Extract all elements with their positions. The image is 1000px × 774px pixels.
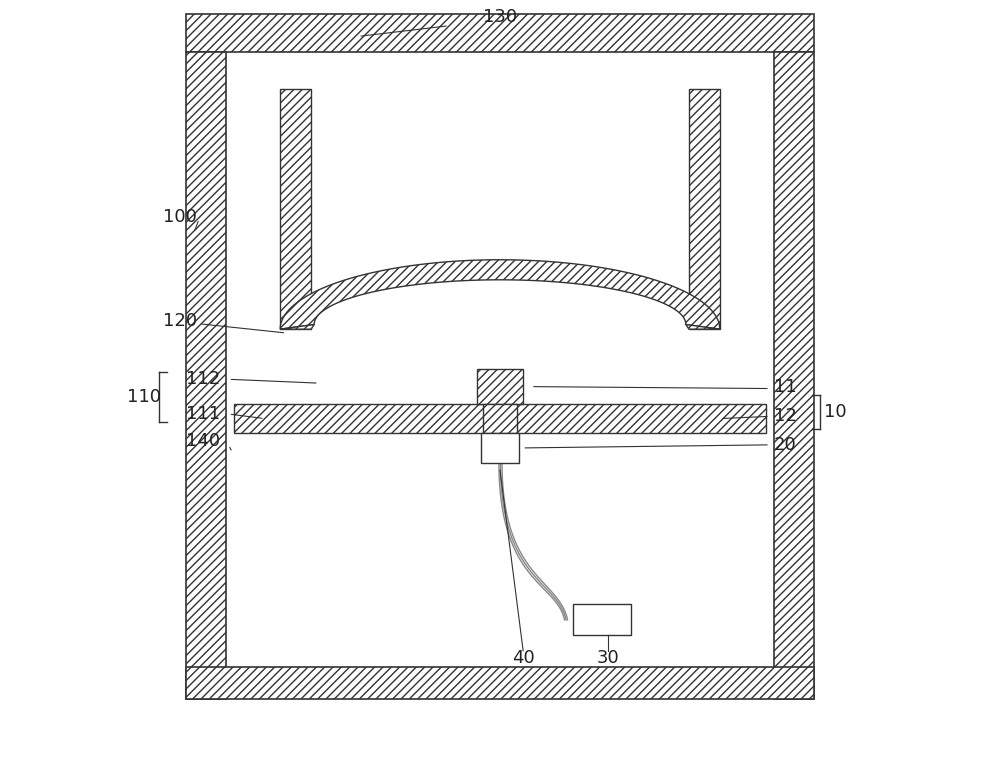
Bar xyxy=(573,604,631,635)
Text: 100: 100 xyxy=(163,208,197,226)
Bar xyxy=(186,15,814,52)
Bar xyxy=(186,667,814,700)
Bar xyxy=(774,52,814,700)
Text: 20: 20 xyxy=(774,436,797,454)
Polygon shape xyxy=(686,324,720,329)
Text: 130: 130 xyxy=(483,8,517,26)
Polygon shape xyxy=(280,260,720,329)
Text: 11: 11 xyxy=(774,378,797,396)
Bar xyxy=(481,433,519,463)
Text: 111: 111 xyxy=(186,405,220,423)
Text: 30: 30 xyxy=(597,649,619,667)
Bar xyxy=(689,88,720,329)
Text: 112: 112 xyxy=(186,370,220,389)
Text: 10: 10 xyxy=(824,403,847,421)
Bar xyxy=(280,88,311,329)
Bar xyxy=(483,404,517,433)
Text: 12: 12 xyxy=(774,407,797,425)
Text: 120: 120 xyxy=(163,313,197,330)
Text: 40: 40 xyxy=(512,649,535,667)
Bar xyxy=(234,404,766,433)
Bar xyxy=(186,52,226,700)
Text: 140: 140 xyxy=(186,432,220,450)
Bar xyxy=(477,369,523,404)
Polygon shape xyxy=(280,324,314,329)
Text: 110: 110 xyxy=(127,388,161,406)
